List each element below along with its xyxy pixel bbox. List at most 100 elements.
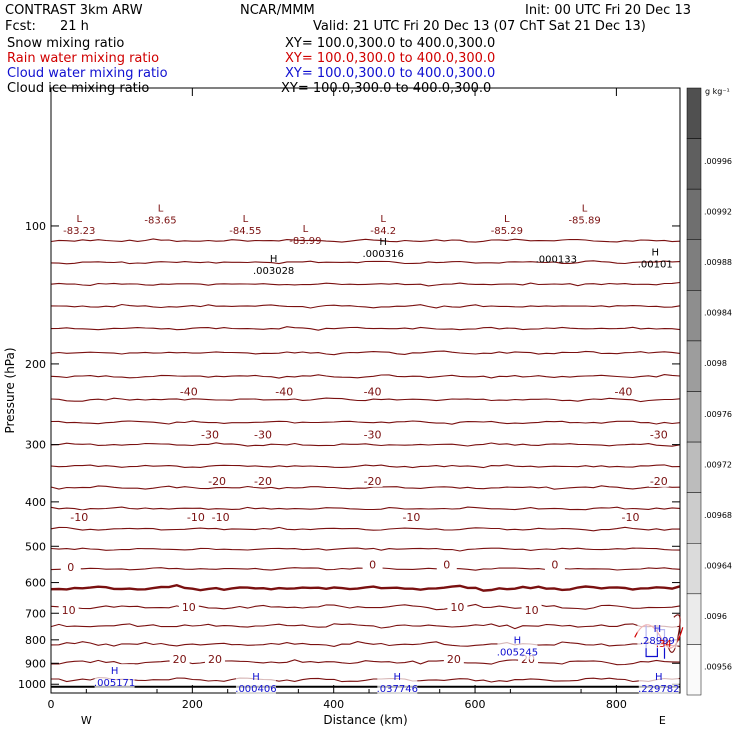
valid-time: Valid: 21 UTC Fri 20 Dec 13 (07 ChT Sat …	[313, 19, 646, 34]
contour-label: 20	[173, 653, 187, 666]
contour-label-bg	[69, 510, 90, 524]
init-time: Init: 00 UTC Fri 20 Dec 13	[525, 3, 691, 18]
y-tick-label: 900	[25, 657, 46, 670]
isotherm-20	[51, 659, 681, 666]
contour-label-bg	[178, 599, 199, 613]
x-tick-label: 800	[606, 698, 627, 711]
minimum-value: -83.99	[289, 236, 321, 247]
minimum-value: -85.89	[568, 216, 600, 227]
rain-water-contour	[665, 614, 681, 653]
colorbar-segment	[686, 644, 702, 696]
isotherm--25	[50, 485, 681, 490]
contour-label: -10	[187, 511, 205, 524]
contour-label: 10	[62, 604, 76, 617]
x-tick-label: 0	[48, 698, 55, 711]
colorbar-segment	[686, 492, 702, 544]
plot-border	[50, 87, 681, 694]
isotherm-0	[50, 583, 681, 592]
label-bg	[637, 622, 678, 649]
y-tick-label: 700	[25, 607, 46, 620]
contour-label: 0	[551, 559, 558, 572]
contour-label-bg	[362, 384, 383, 398]
isotherm--70	[50, 281, 681, 287]
contour-label: -10	[402, 511, 420, 524]
contour-label-bg	[648, 473, 669, 487]
x-endpoint-east: E	[659, 714, 666, 727]
colorbar-segment	[686, 391, 702, 443]
contour-label: 10	[182, 601, 196, 614]
minimum-marker: L	[582, 204, 588, 215]
contour-label: -20	[254, 475, 272, 488]
minimum-value: -84.55	[229, 226, 261, 237]
cloud-water-maximum-marker: H	[654, 624, 662, 635]
colorbar-label: .00992	[704, 207, 732, 216]
isotherm--35	[50, 442, 681, 447]
contour-label-bg	[200, 427, 221, 441]
colorbar-label: .0096	[704, 612, 727, 621]
contour-label: 0	[369, 559, 376, 572]
contour-label-bg	[60, 560, 81, 574]
forecast-hour: 21 h	[60, 19, 89, 34]
contour-label: 0	[443, 559, 450, 572]
ice-maximum-marker: H	[270, 254, 278, 265]
colorbar-segment	[686, 239, 702, 291]
contour-label: -10	[622, 511, 640, 524]
contour-label-bg	[274, 384, 295, 398]
contour-label-bg	[362, 557, 383, 571]
colorbar-label: .00972	[704, 460, 732, 469]
colorbar-label: .00988	[704, 258, 732, 267]
cloud-water-maximum-value: .229782	[638, 684, 679, 695]
cloud-water-maximum-marker: H	[514, 636, 522, 647]
contour-label-bg	[443, 651, 464, 665]
y-tick-label: 200	[25, 358, 46, 371]
cloud-water-maximum-value: .005171	[94, 678, 135, 689]
contour-label-bg	[204, 651, 225, 665]
forecast-label: Fcst:	[5, 19, 36, 34]
minimum-marker: L	[243, 214, 249, 225]
cloud-water-maximum-marker: H	[111, 666, 119, 677]
x-axis-title: Distance (km)	[323, 713, 407, 727]
colorbar-segment	[686, 543, 702, 595]
contour-label: -40	[180, 386, 198, 399]
minimum-marker: L	[504, 214, 510, 225]
colorbar-unit: g kg⁻¹	[705, 87, 730, 96]
cloud-water-maximum-value: .000406	[235, 684, 276, 695]
title-center: NCAR/MMM	[240, 3, 315, 18]
contour-label-bg	[620, 510, 641, 524]
contour-label-bg	[169, 651, 190, 665]
y-tick-label: 100	[25, 220, 46, 233]
minimum-value: -84.2	[370, 226, 396, 237]
contour-label-bg	[436, 557, 457, 571]
cloud-water-maximum-marker: H	[655, 672, 663, 683]
colorbar-segment	[686, 441, 702, 493]
minimum-marker: L	[158, 204, 164, 215]
isotherm-15	[50, 641, 681, 647]
field-snow-name: Snow mixing ratio	[7, 36, 125, 51]
colorbar-segment	[686, 290, 702, 342]
field-cloudwater-name: Cloud water mixing ratio	[7, 66, 168, 81]
field-snow-xy: XY= 100.0,300.0 to 400.0,300.0	[285, 36, 496, 51]
minimum-value: -83.65	[144, 216, 176, 227]
contour-label: 20	[208, 653, 222, 666]
colorbar-segment	[686, 188, 702, 241]
contour-label-bg	[613, 384, 634, 398]
contour-label-bg	[544, 557, 565, 571]
field-cloudwater-xy: XY= 100.0,300.0 to 400.0,300.0	[285, 66, 496, 81]
colorbar-label: .00976	[704, 410, 732, 419]
y-tick-label: 800	[25, 634, 46, 647]
x-tick-label: 400	[323, 698, 344, 711]
colorbar-segment	[686, 340, 702, 392]
contour-label: -20	[650, 475, 668, 488]
contour-label-bg	[185, 510, 206, 524]
temperature-contours: -40 -40 -40 -40-30 -30 -30 -30-20 -20 -20 -20-10-…	[50, 238, 681, 683]
isotherm--80	[50, 238, 681, 243]
isotherm--50	[50, 374, 681, 379]
contour-label-bg	[447, 599, 468, 613]
contour-label: -40	[275, 386, 293, 399]
contour-label-bg	[207, 473, 228, 487]
isotherm--55	[50, 350, 681, 356]
field-rain-name: Rain water mixing ratio	[7, 51, 160, 66]
x-tick-label: 200	[182, 698, 203, 711]
contour-label-bg	[521, 602, 542, 616]
